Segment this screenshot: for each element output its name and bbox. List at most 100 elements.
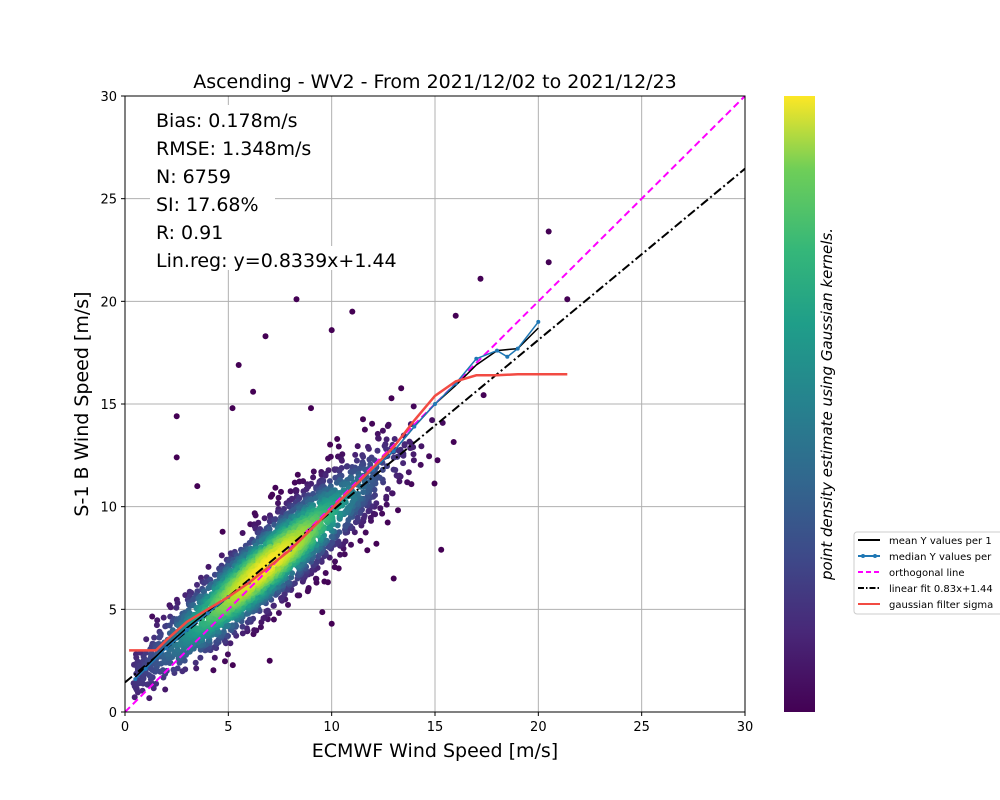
- scatter-point: [417, 461, 424, 468]
- scatter-point: [310, 474, 317, 481]
- scatter-point: [182, 592, 189, 599]
- scatter-point: [246, 616, 253, 623]
- scatter-point: [177, 640, 184, 646]
- scatter-point: [360, 489, 367, 496]
- scatter-point: [312, 575, 319, 582]
- stats-line: Lin.reg: y=0.8339x+1.44: [156, 250, 397, 272]
- scatter-point: [239, 530, 246, 536]
- scatter-point: [357, 537, 364, 544]
- scatter-point: [197, 654, 204, 661]
- scatter-point: [395, 507, 401, 514]
- scatter-point: [352, 519, 359, 526]
- scatter-point: [410, 457, 417, 464]
- legend-marker: [873, 554, 877, 558]
- scatter-point: [390, 454, 397, 461]
- scatter-point: [327, 453, 334, 460]
- scatter-point: [438, 546, 445, 553]
- legend-label: linear fit 0.83x+1.44: [889, 584, 993, 595]
- scatter-point: [229, 662, 236, 669]
- scatter-point: [480, 392, 487, 399]
- scatter-point: [390, 466, 397, 473]
- scatter-point: [398, 385, 405, 392]
- chart-title: Ascending - WV2 - From 2021/12/02 to 202…: [193, 71, 677, 93]
- scatter-point: [333, 479, 340, 486]
- legend: mean Y values per 1 median Y values per or…: [853, 531, 1000, 615]
- scatter-point: [384, 423, 391, 429]
- scatter-point: [239, 630, 246, 637]
- scatter-point: [431, 480, 438, 487]
- scatter-point: [564, 296, 571, 303]
- scatter-point: [383, 501, 390, 508]
- series-line-orthogonal-line: [125, 96, 745, 712]
- stats-line-background: [150, 106, 311, 130]
- scatter-point: [545, 259, 552, 266]
- scatter-point: [352, 451, 359, 458]
- scatter-point: [287, 488, 294, 495]
- scatter-point: [384, 519, 391, 526]
- median-marker: [505, 354, 510, 359]
- scatter-point: [332, 558, 338, 565]
- scatter-point: [373, 540, 380, 547]
- scatter-point: [354, 443, 361, 450]
- scatter-point: [182, 666, 189, 673]
- scatter-point: [262, 333, 269, 340]
- scatter-point: [406, 438, 413, 445]
- scatter-point: [173, 604, 180, 611]
- y-tick-label: 25: [100, 193, 117, 208]
- scatter-point: [354, 514, 361, 521]
- scatter-point: [341, 551, 348, 558]
- scatter-point: [146, 695, 153, 702]
- scatter-point: [293, 296, 300, 303]
- scatter-point: [252, 512, 259, 519]
- y-tick-label: 20: [100, 295, 117, 310]
- scatter-point: [410, 403, 417, 410]
- median-marker: [515, 346, 520, 351]
- scatter-point: [452, 312, 459, 319]
- scatter-point: [391, 436, 398, 442]
- scatter-point: [477, 275, 484, 282]
- scatter-point: [246, 539, 253, 546]
- scatter-point: [383, 436, 390, 443]
- median-marker: [536, 319, 541, 324]
- scatter-point: [426, 453, 433, 460]
- y-axis-ticks: 0 5 10 15 20 25 30: [100, 90, 125, 721]
- scatter-point: [162, 686, 169, 693]
- scatter-point: [229, 622, 236, 629]
- scatter-point: [207, 576, 214, 583]
- scatter-point: [545, 228, 552, 235]
- scatter-point: [379, 427, 386, 434]
- scatter-point: [327, 441, 334, 448]
- x-tick-label: 5: [224, 720, 232, 735]
- stats-line: R: 0.91: [156, 222, 223, 244]
- scatter-point: [407, 445, 414, 451]
- scatter-point: [328, 533, 335, 540]
- scatter-point: [348, 475, 354, 482]
- x-axis-label: ECMWF Wind Speed [m/s]: [312, 740, 558, 762]
- scatter-point: [384, 486, 391, 492]
- scatter-point: [144, 681, 151, 688]
- scatter-point: [229, 405, 236, 412]
- scatter-point: [257, 624, 264, 631]
- scatter-point: [434, 457, 441, 464]
- scatter-point: [160, 614, 167, 621]
- y-axis-label: S-1 B Wind Speed [m/s]: [71, 291, 93, 516]
- scatter-point: [271, 517, 278, 524]
- scatter-point: [275, 610, 282, 616]
- x-tick-label: 30: [737, 720, 754, 735]
- stats-line-background: [150, 246, 415, 270]
- scatter-point: [373, 500, 380, 507]
- scatter-point: [153, 622, 160, 629]
- scatter-point: [219, 528, 226, 535]
- scatter-point: [250, 388, 257, 395]
- scatter-point: [263, 608, 270, 615]
- scatter-point: [354, 490, 361, 497]
- scatter-point: [308, 405, 314, 412]
- scatter-point: [251, 627, 258, 634]
- scatter-point: [371, 486, 378, 493]
- scatter-point: [294, 471, 301, 478]
- scatter-point: [239, 623, 246, 630]
- y-tick-label: 0: [109, 706, 117, 721]
- scatter-point: [342, 522, 349, 529]
- stats-line: RMSE: 1.348m/s: [156, 138, 311, 160]
- scatter-point: [174, 646, 181, 653]
